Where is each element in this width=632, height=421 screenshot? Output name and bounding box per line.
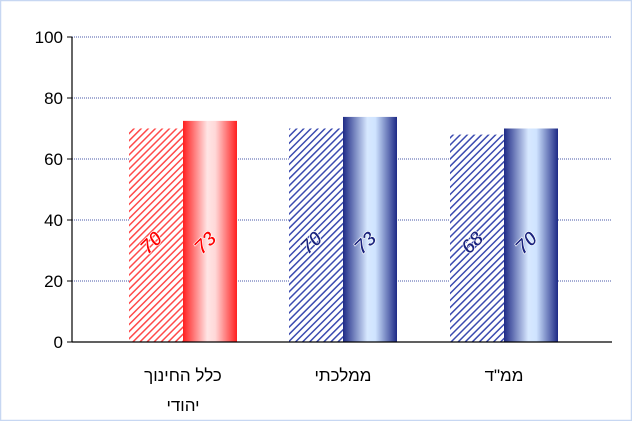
- y-tick-label: 80: [44, 89, 63, 108]
- bar-2-1: [504, 128, 558, 342]
- bar-0-0: [129, 128, 183, 342]
- category-label: ממלכתי: [315, 366, 372, 385]
- y-tick-label: 100: [35, 28, 63, 47]
- bar-1-0: [289, 128, 343, 342]
- y-tick-label: 0: [54, 333, 63, 352]
- y-tick-labels: 0 20 40 60 80 100: [35, 28, 63, 352]
- y-tick-label: 40: [44, 211, 63, 230]
- bars: [129, 116, 558, 342]
- category-label: ממ"ד: [485, 366, 524, 385]
- y-tick-label: 60: [44, 150, 63, 169]
- bar-1-1: [343, 116, 397, 342]
- category-label: כלל החינוך: [144, 366, 222, 385]
- axes: [67, 36, 612, 343]
- y-tick-label: 20: [44, 272, 63, 291]
- category-labels: כלל החינוך יהודי ממלכתי ממ"ד: [144, 366, 523, 415]
- bar-0-1: [183, 120, 237, 342]
- bar-2-0: [450, 134, 504, 342]
- category-label: יהודי: [166, 396, 199, 415]
